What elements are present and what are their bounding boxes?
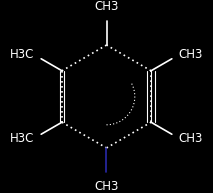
Text: H3C: H3C [10,48,35,61]
Text: H3C: H3C [10,132,35,145]
Text: CH3: CH3 [94,180,119,193]
Text: CH3: CH3 [178,132,203,145]
Text: CH3: CH3 [94,0,119,13]
Text: CH3: CH3 [178,48,203,61]
